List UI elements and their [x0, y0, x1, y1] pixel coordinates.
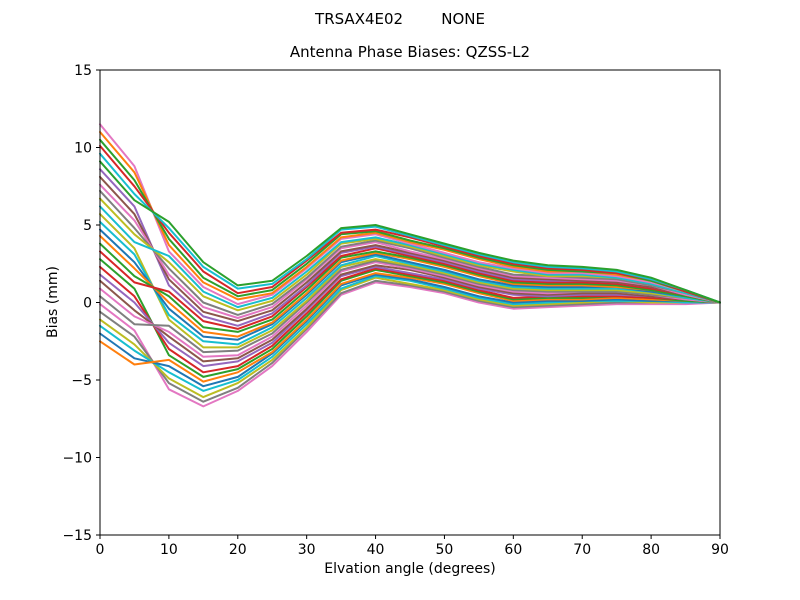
x-tick-label: 70 [573, 542, 591, 558]
series-line-27 [99, 144, 721, 304]
x-tick-label: 30 [298, 542, 316, 558]
series-line-25 [99, 131, 721, 304]
x-tick-label: 10 [160, 542, 178, 558]
series-line-15 [99, 234, 721, 338]
series-line-8 [99, 265, 721, 368]
series-line-23 [99, 205, 721, 309]
x-tick-label: 90 [711, 542, 729, 558]
y-tick-label: −10 [62, 451, 92, 467]
axes-title: Antenna Phase Biases: QZSS-L2 [289, 43, 531, 61]
x-axis-ticks: 0 10 20 30 40 50 60 70 80 90 [96, 535, 729, 558]
series-line-19 [99, 175, 721, 323]
x-tick-label: 0 [96, 542, 105, 558]
series-line-24 [99, 123, 721, 306]
x-tick-label: 80 [642, 542, 660, 558]
series-line-13 [99, 220, 721, 346]
series-line-16 [99, 242, 721, 333]
y-tick-label: −5 [71, 373, 92, 389]
y-tick-label: 0 [83, 296, 92, 312]
y-tick-label: 15 [74, 63, 92, 79]
series-line-17 [99, 247, 721, 330]
x-tick-label: 40 [367, 542, 385, 558]
y-tick-label: −15 [62, 528, 92, 544]
series-line-1 [99, 279, 721, 403]
series-line-9 [99, 264, 721, 363]
y-tick-label: 5 [83, 218, 92, 234]
series-line-28 [99, 152, 721, 304]
series-line-29 [99, 160, 721, 304]
series-lines [99, 123, 721, 408]
x-tick-label: 20 [229, 542, 247, 558]
x-tick-label: 60 [504, 542, 522, 558]
series-line-3 [99, 275, 721, 392]
y-tick-label: 10 [74, 141, 92, 157]
series-line-12 [99, 213, 721, 349]
figure-suptitle: TRSAX4E02 NONE [315, 10, 485, 28]
x-tick-label: 50 [436, 542, 454, 558]
series-line-7 [99, 265, 721, 374]
x-axis-label: Elvation angle (degrees) [324, 561, 496, 577]
series-line-20 [99, 183, 721, 319]
series-line-11 [99, 259, 721, 354]
series-line-5 [99, 272, 721, 383]
series-line-0 [99, 281, 721, 408]
series-line-21 [99, 189, 721, 316]
series-line-4 [99, 273, 721, 388]
y-axis-ticks: −15 −10 −5 0 5 10 15 [62, 63, 100, 544]
